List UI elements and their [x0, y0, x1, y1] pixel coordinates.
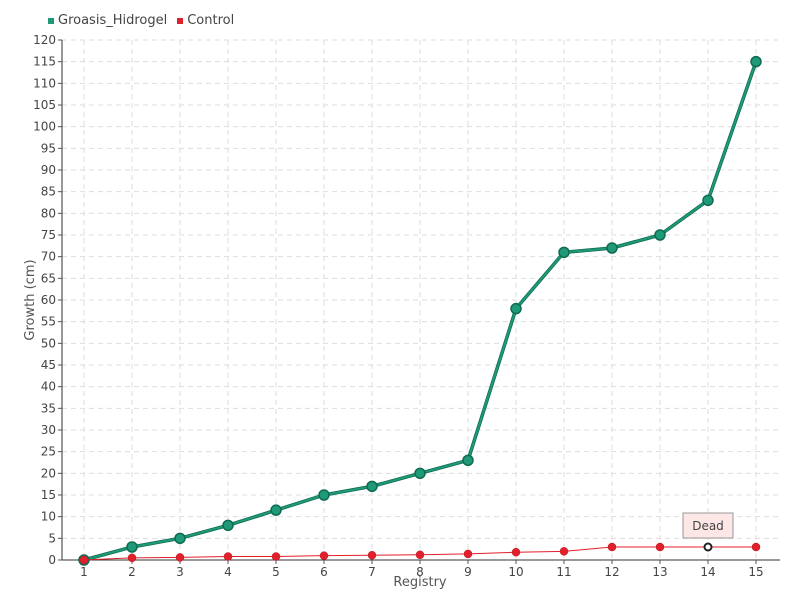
x-tick-label: 4: [224, 565, 232, 579]
data-point[interactable]: [174, 532, 186, 545]
x-tick-label: 1: [80, 565, 88, 579]
y-tick-label: 70: [41, 250, 56, 264]
y-tick-label: 35: [41, 401, 56, 415]
x-tick-label: 14: [700, 565, 715, 579]
x-tick-label: 8: [416, 565, 424, 579]
data-point[interactable]: [511, 547, 521, 557]
x-tick-label: 9: [464, 565, 472, 579]
y-tick-label: 5: [48, 531, 56, 545]
data-point[interactable]: [415, 550, 425, 560]
x-tick-label: 15: [748, 565, 763, 579]
gridlines: [62, 39, 780, 560]
data-point[interactable]: [462, 454, 474, 467]
x-tick-label: 11: [556, 565, 571, 579]
annotations: Dead: [682, 512, 734, 552]
data-point[interactable]: [607, 542, 617, 552]
data-point[interactable]: [463, 549, 473, 559]
y-tick-label: 115: [33, 55, 56, 69]
legend-item-series-0[interactable]: Groasis_Hidrogel: [48, 13, 167, 28]
series-1: [79, 542, 761, 565]
y-axis-label: Growth (cm): [23, 259, 38, 340]
data-point[interactable]: [702, 194, 714, 207]
axes: [61, 40, 780, 561]
y-axis-ticks: 0 5 10 15 20 25 30 35 40 45 50 55 60 65 70 75 80 85 90 95 10…: [33, 33, 62, 567]
x-tick-label: 7: [368, 565, 376, 579]
data-point[interactable]: [175, 553, 185, 562]
data-point[interactable]: [606, 242, 618, 254]
y-tick-label: 120: [33, 33, 56, 47]
data-point[interactable]: [558, 246, 570, 259]
data-point[interactable]: [367, 550, 377, 560]
annotation-callout: Dead: [682, 512, 734, 552]
y-tick-label: 25: [41, 445, 56, 459]
y-tick-label: 110: [33, 76, 56, 90]
y-tick-label: 90: [41, 163, 56, 177]
x-axis-label: Registry: [393, 575, 447, 590]
x-axis-ticks: 1 2 3 4 5 6 7 8 9 10 11 12 13 14 15: [80, 560, 764, 579]
y-tick-label: 20: [41, 466, 56, 480]
data-point[interactable]: [654, 229, 666, 241]
y-tick-label: 45: [41, 358, 56, 372]
y-tick-label: 0: [48, 553, 56, 567]
data-point[interactable]: [751, 542, 761, 552]
data-point[interactable]: [223, 552, 233, 561]
x-tick-label: 10: [508, 565, 523, 579]
data-point[interactable]: [750, 55, 762, 68]
data-point[interactable]: [79, 555, 89, 565]
y-tick-label: 40: [41, 380, 56, 394]
data-point[interactable]: [366, 480, 378, 493]
legend-item-series-1[interactable]: Control: [177, 13, 234, 28]
x-tick-label: 5: [272, 565, 280, 579]
x-tick-label: 12: [604, 565, 619, 579]
y-tick-label: 75: [41, 228, 56, 242]
data-point[interactable]: [270, 504, 282, 516]
y-tick-label: 60: [41, 293, 56, 307]
data-point[interactable]: [318, 489, 330, 501]
legend-swatch-series-1: [177, 17, 184, 24]
y-tick-label: 65: [41, 271, 56, 285]
data-point[interactable]: [127, 553, 137, 563]
annotation-marker: [703, 542, 713, 552]
x-tick-label: 2: [128, 565, 136, 579]
data-point[interactable]: [271, 552, 281, 561]
y-tick-label: 95: [41, 141, 56, 155]
legend-label-series-0: Groasis_Hidrogel: [58, 13, 168, 28]
data-point[interactable]: [414, 467, 426, 480]
x-tick-label: 6: [320, 565, 328, 579]
x-tick-label: 13: [652, 565, 667, 579]
y-tick-label: 50: [41, 336, 56, 350]
y-tick-label: 100: [33, 120, 56, 134]
y-tick-label: 10: [41, 510, 56, 524]
y-tick-label: 80: [41, 206, 56, 220]
data-point[interactable]: [655, 542, 665, 552]
y-tick-label: 105: [33, 98, 56, 112]
y-tick-label: 30: [41, 423, 56, 437]
data-point[interactable]: [319, 551, 329, 560]
data-point[interactable]: [222, 519, 234, 532]
data-point[interactable]: [126, 541, 138, 553]
y-tick-label: 55: [41, 315, 56, 329]
x-tick-label: 3: [176, 565, 184, 579]
series-group: [78, 55, 762, 566]
legend: Groasis_Hidrogel Control: [48, 13, 234, 28]
data-point[interactable]: [559, 547, 569, 556]
annotation-box: [682, 512, 734, 539]
data-point[interactable]: [510, 302, 522, 315]
legend-label-series-1: Control: [187, 13, 235, 28]
annotation-label: Dead: [692, 519, 724, 533]
y-tick-label: 85: [41, 185, 56, 199]
legend-swatch-series-0: [48, 17, 54, 24]
y-tick-label: 15: [41, 488, 56, 502]
